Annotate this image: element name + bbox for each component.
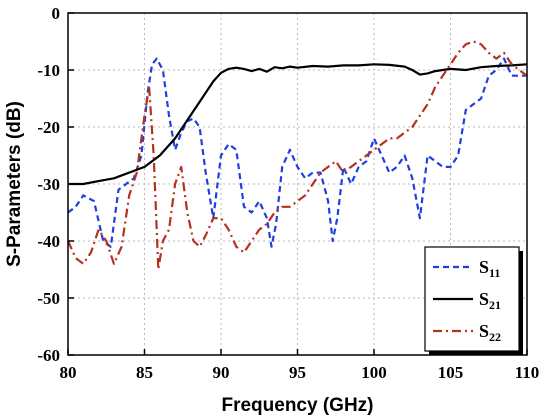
x-tick-label: 100 (361, 363, 387, 382)
legend-label-s21: S21 (479, 289, 501, 312)
y-tick-label: -10 (37, 61, 60, 80)
series-line-s11 (67, 57, 527, 248)
x-axis-title: Frequency (GHz) (221, 395, 373, 416)
y-tick-label: -40 (37, 232, 60, 251)
x-tick-label: 85 (136, 363, 153, 382)
x-tick-label: 90 (213, 363, 230, 382)
x-tick-label: 80 (60, 363, 77, 382)
y-tick-label: -30 (37, 175, 60, 194)
legend-label-s11: S11 (479, 257, 500, 280)
y-tick-label: -20 (37, 118, 60, 137)
y-axis-title: S-Parameters (dB) (4, 101, 25, 267)
legend: S11 S21 S22 (424, 246, 523, 355)
y-tick-label: 0 (52, 4, 61, 23)
y-tick-label: -60 (37, 346, 60, 365)
x-tick-label: 110 (515, 363, 540, 382)
series-layer (66, 40, 528, 271)
legend-label-s22: S22 (479, 321, 501, 344)
x-tick-label: 95 (289, 363, 306, 382)
series-line-s22 (66, 40, 528, 271)
x-tick-label: 105 (438, 363, 464, 382)
y-tick-label: -50 (37, 289, 60, 308)
series-line-s21 (68, 63, 528, 186)
